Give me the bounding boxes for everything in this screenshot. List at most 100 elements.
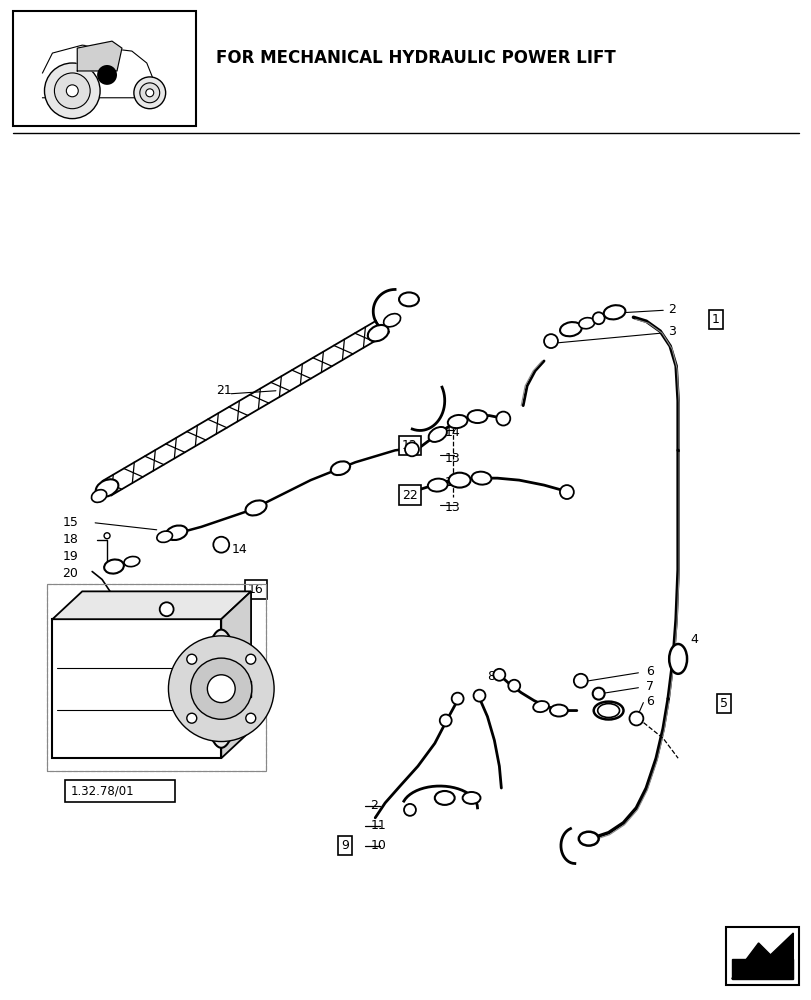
Text: 12: 12	[401, 439, 418, 452]
Circle shape	[246, 713, 255, 723]
Text: 6: 6	[646, 665, 654, 678]
Ellipse shape	[603, 305, 624, 319]
Circle shape	[629, 712, 642, 725]
Polygon shape	[77, 41, 122, 71]
Text: 19: 19	[62, 550, 78, 563]
Text: 22: 22	[401, 489, 418, 502]
Bar	[53, 619, 221, 758]
Polygon shape	[42, 45, 157, 98]
Circle shape	[160, 602, 174, 616]
Ellipse shape	[367, 325, 388, 341]
Text: 9: 9	[341, 839, 349, 852]
Ellipse shape	[165, 525, 187, 540]
Circle shape	[45, 63, 100, 119]
Polygon shape	[731, 959, 792, 979]
Text: 13: 13	[444, 452, 460, 465]
Ellipse shape	[597, 704, 619, 718]
Ellipse shape	[245, 500, 266, 515]
Ellipse shape	[330, 461, 350, 475]
Text: FOR MECHANICAL HYDRAULIC POWER LIFT: FOR MECHANICAL HYDRAULIC POWER LIFT	[216, 49, 616, 67]
Ellipse shape	[383, 314, 400, 327]
Circle shape	[451, 693, 463, 705]
Circle shape	[92, 608, 102, 618]
Circle shape	[207, 675, 235, 703]
Bar	[216, 681, 251, 697]
Circle shape	[146, 89, 153, 97]
Text: 18: 18	[62, 533, 78, 546]
Ellipse shape	[578, 318, 594, 329]
Ellipse shape	[578, 832, 598, 846]
Text: 17: 17	[176, 611, 192, 624]
Ellipse shape	[533, 701, 548, 712]
Text: 20: 20	[62, 567, 78, 580]
Ellipse shape	[447, 415, 467, 428]
Circle shape	[134, 77, 165, 109]
Circle shape	[405, 442, 418, 456]
Circle shape	[246, 654, 255, 664]
Text: 14: 14	[444, 426, 460, 439]
Ellipse shape	[549, 705, 567, 717]
Ellipse shape	[428, 427, 446, 442]
Circle shape	[187, 654, 196, 664]
Text: 21: 21	[216, 384, 232, 397]
Text: 14: 14	[444, 476, 460, 489]
Circle shape	[440, 715, 451, 726]
Circle shape	[104, 533, 110, 539]
Ellipse shape	[124, 556, 139, 567]
Circle shape	[573, 674, 587, 688]
Circle shape	[496, 412, 509, 426]
Ellipse shape	[434, 791, 454, 805]
Bar	[65, 780, 174, 802]
Text: 13: 13	[444, 501, 460, 514]
Polygon shape	[53, 591, 251, 619]
Circle shape	[508, 680, 520, 692]
Ellipse shape	[467, 410, 487, 423]
Ellipse shape	[157, 531, 172, 542]
Ellipse shape	[92, 490, 106, 502]
Bar	[47, 584, 266, 771]
Text: 14: 14	[231, 543, 247, 556]
Circle shape	[168, 636, 274, 742]
Ellipse shape	[96, 479, 118, 497]
Ellipse shape	[593, 702, 623, 719]
Ellipse shape	[427, 479, 447, 492]
Polygon shape	[731, 933, 792, 979]
Text: 1.32.78/01: 1.32.78/01	[71, 784, 134, 797]
Text: 6: 6	[646, 695, 654, 708]
Ellipse shape	[560, 322, 581, 336]
Circle shape	[139, 83, 160, 103]
Circle shape	[67, 85, 78, 97]
Text: 16: 16	[248, 583, 264, 596]
Polygon shape	[221, 591, 251, 758]
Circle shape	[187, 713, 196, 723]
Text: 10: 10	[370, 839, 386, 852]
Circle shape	[493, 669, 504, 681]
Text: 7: 7	[646, 680, 654, 693]
Circle shape	[213, 537, 229, 553]
Ellipse shape	[448, 473, 470, 488]
Circle shape	[592, 688, 604, 700]
Circle shape	[54, 73, 90, 109]
Text: 1: 1	[711, 313, 719, 326]
Text: 15: 15	[62, 516, 78, 529]
Circle shape	[97, 65, 117, 85]
Circle shape	[543, 334, 557, 348]
Circle shape	[592, 312, 604, 324]
Text: 5: 5	[719, 697, 727, 710]
Circle shape	[191, 658, 251, 719]
Ellipse shape	[398, 292, 418, 306]
Text: 11: 11	[370, 819, 385, 832]
Text: 4: 4	[689, 633, 697, 646]
Circle shape	[473, 690, 485, 702]
Ellipse shape	[104, 559, 124, 574]
Bar	[13, 11, 196, 126]
Ellipse shape	[668, 644, 686, 674]
Text: 2: 2	[370, 799, 378, 812]
Ellipse shape	[471, 472, 491, 485]
Text: 8: 8	[487, 670, 495, 683]
Circle shape	[404, 804, 415, 816]
Text: 3: 3	[667, 325, 676, 338]
Bar	[47, 584, 266, 771]
Text: 2: 2	[667, 303, 676, 316]
Ellipse shape	[462, 792, 480, 804]
